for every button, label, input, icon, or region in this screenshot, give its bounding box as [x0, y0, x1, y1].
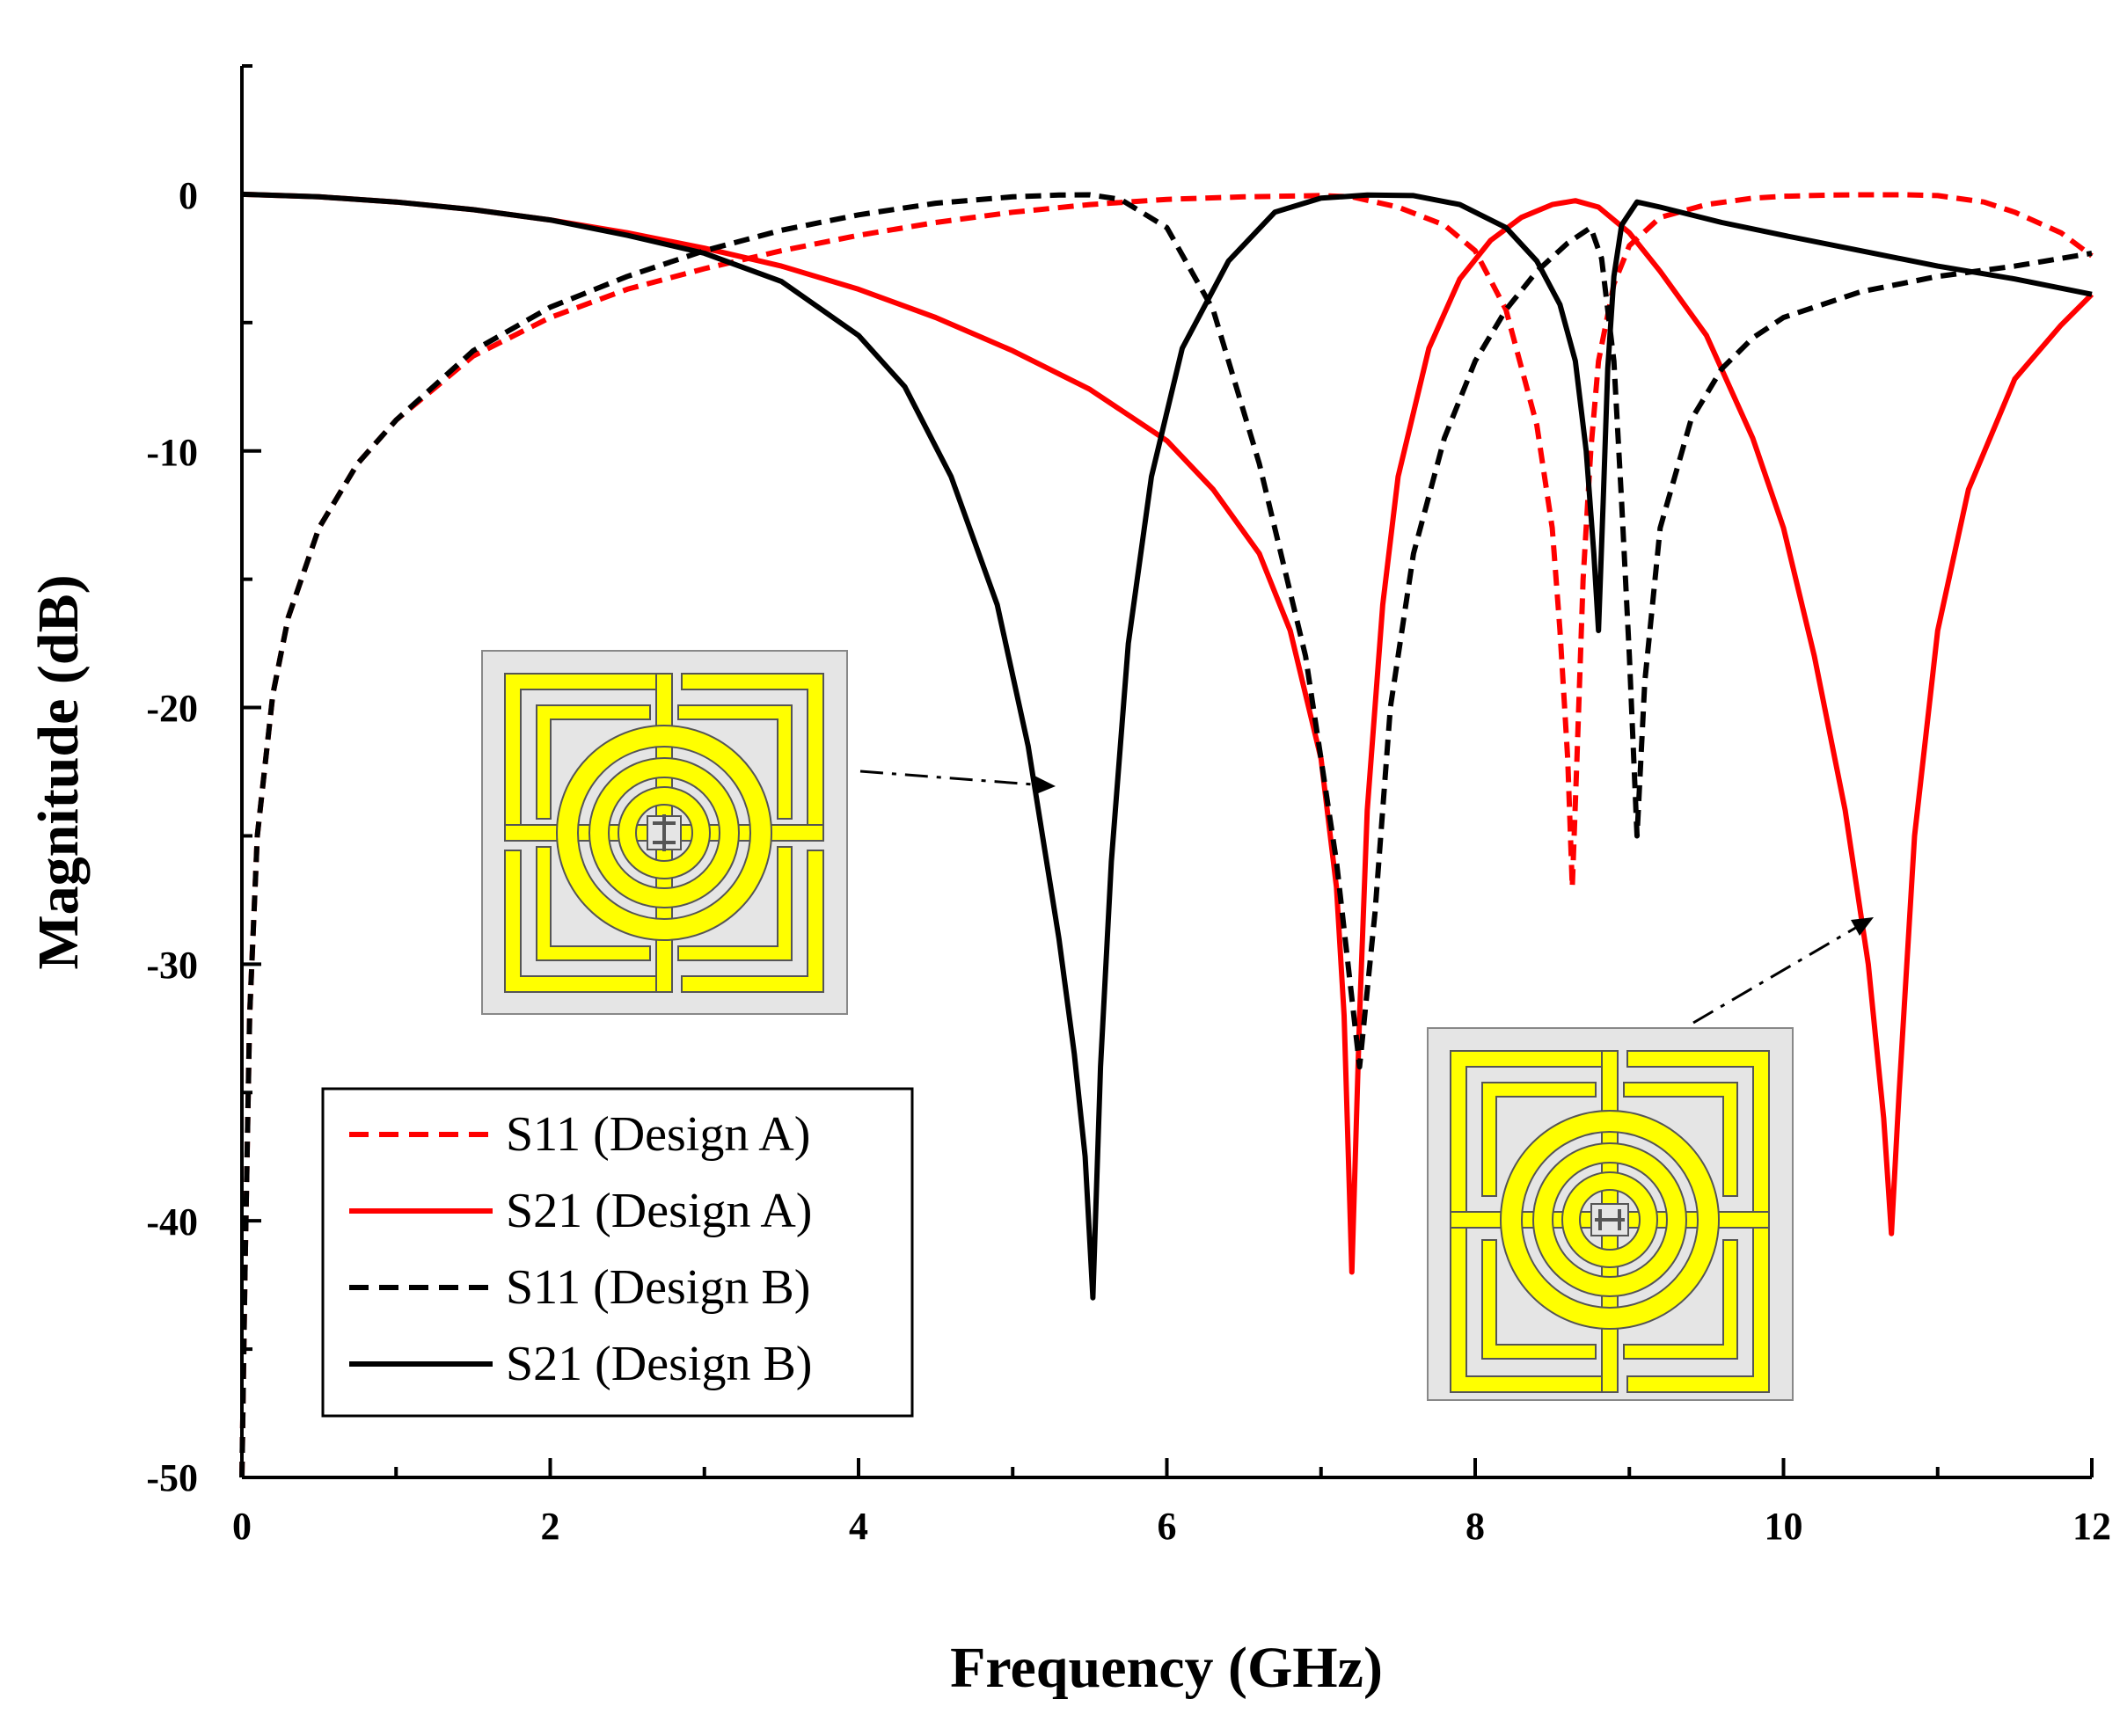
legend-label: S21 (Design A) — [506, 1184, 812, 1238]
y-tick-label: 0 — [179, 174, 198, 217]
legend-item: S11 (Design B) — [349, 1260, 810, 1315]
x-tick-label: 12 — [2072, 1505, 2111, 1548]
x-tick-label: 8 — [1466, 1505, 1485, 1548]
x-axis-title: Frequency (GHz) — [950, 1636, 1383, 1700]
y-tick-label: -10 — [146, 431, 198, 474]
series-line-s11-design-b — [239, 192, 2093, 1478]
inset-a-inner-ring-icon — [536, 704, 793, 961]
inset-b-circle-ring-mid — [1534, 1144, 1685, 1295]
x-tick-label: 0 — [232, 1505, 252, 1548]
legend-item: S11 (Design A) — [349, 1107, 810, 1162]
x-tick-label: 10 — [1765, 1505, 1803, 1548]
inset-a-arrow-line — [859, 770, 1046, 787]
inset-unit-cell-b — [1427, 1027, 1794, 1401]
y-tick-label: -40 — [146, 1200, 198, 1244]
legend: S11 (Design A) S21 (Design A) S11 (Desig… — [321, 1087, 914, 1418]
legend-label: S11 (Design B) — [506, 1260, 810, 1315]
curves-layer — [239, 191, 2094, 1478]
legend-label: S21 (Design B) — [506, 1337, 812, 1391]
legend-label: S11 (Design A) — [506, 1107, 810, 1162]
inset-a-circle-ring-mid — [590, 759, 738, 907]
series-line-s21-design-a — [241, 191, 2094, 1275]
inset-b-inner-ring-icon — [1481, 1082, 1738, 1360]
x-tick-labels: 0 2 4 6 8 10 12 — [232, 1505, 2111, 1548]
inset-a-center-i-icon — [653, 814, 676, 851]
inset-b-arrow-line — [1692, 922, 1864, 1025]
inset-b-circle-ring-outer — [1502, 1112, 1718, 1328]
legend-item: S21 (Design A) — [349, 1184, 812, 1238]
inset-b-center-h-icon — [1595, 1209, 1625, 1230]
ticks — [240, 64, 2094, 1479]
inset-arrows — [859, 770, 1874, 1025]
x-tick-label: 4 — [849, 1505, 868, 1548]
inset-a-circle-ring-inner — [619, 788, 709, 878]
series-line-s21-design-b — [241, 191, 2093, 1301]
inset-a-arrowhead-icon — [1034, 776, 1056, 794]
legend-item: S21 (Design B) — [349, 1337, 812, 1391]
x-tick-label: 6 — [1158, 1505, 1177, 1548]
y-tick-label: -20 — [146, 687, 198, 730]
inset-unit-cell-a — [481, 650, 848, 1015]
inset-b-arrowhead-icon — [1851, 917, 1874, 936]
x-tick-label: 2 — [541, 1505, 560, 1548]
y-axis-title: Magnitude (dB) — [26, 574, 91, 969]
y-tick-label: -50 — [146, 1456, 198, 1499]
inset-a-circle-ring-outer — [558, 726, 771, 939]
y-tick-labels: 0 -10 -20 -30 -40 -50 — [146, 174, 198, 1499]
y-tick-label: -30 — [146, 944, 198, 987]
inset-b-circle-ring-inner — [1563, 1173, 1656, 1266]
